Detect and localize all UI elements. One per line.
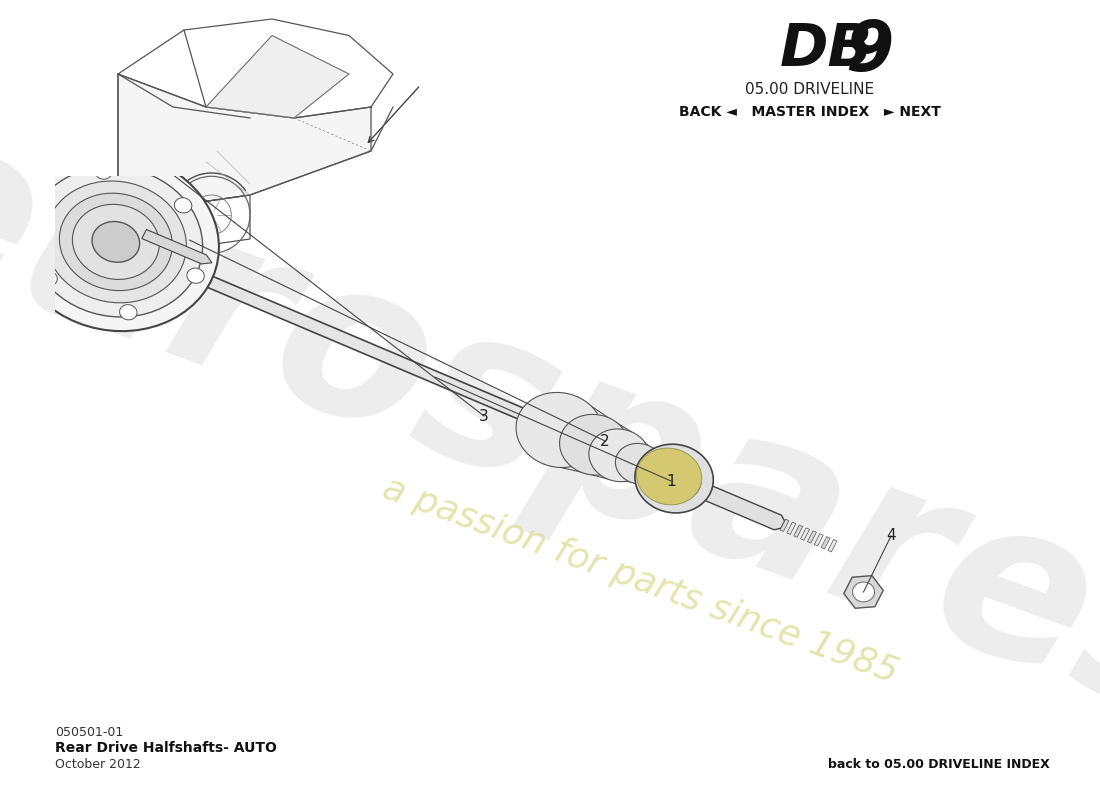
Text: 050501-01: 050501-01 [55, 726, 123, 738]
Polygon shape [560, 414, 629, 475]
Polygon shape [844, 576, 883, 608]
Polygon shape [607, 432, 649, 482]
Polygon shape [588, 429, 650, 482]
Polygon shape [153, 254, 562, 435]
Polygon shape [638, 454, 676, 489]
Text: 4: 4 [887, 529, 895, 543]
Text: 1: 1 [667, 474, 675, 489]
Polygon shape [821, 537, 830, 549]
Polygon shape [95, 164, 112, 179]
Text: 9: 9 [845, 18, 893, 86]
Polygon shape [581, 418, 631, 479]
Polygon shape [801, 528, 810, 540]
Polygon shape [92, 222, 140, 262]
Polygon shape [637, 448, 702, 505]
Polygon shape [118, 74, 371, 206]
Polygon shape [794, 525, 803, 538]
Text: 05.00 DRIVELINE: 05.00 DRIVELINE [746, 82, 874, 98]
Text: a passion for parts since 1985: a passion for parts since 1985 [377, 470, 902, 690]
Polygon shape [28, 201, 45, 216]
Text: BACK ◄   MASTER INDEX   ► NEXT: BACK ◄ MASTER INDEX ► NEXT [679, 105, 940, 119]
Polygon shape [59, 193, 173, 290]
Polygon shape [175, 198, 191, 213]
Polygon shape [635, 444, 713, 513]
Polygon shape [29, 166, 202, 317]
Polygon shape [516, 393, 603, 467]
Polygon shape [142, 230, 212, 264]
Polygon shape [828, 539, 837, 552]
Text: 2: 2 [601, 434, 609, 449]
Polygon shape [852, 582, 874, 602]
Text: 3: 3 [480, 409, 488, 423]
Polygon shape [647, 455, 701, 502]
Polygon shape [630, 446, 666, 486]
Text: back to 05.00 DRIVELINE INDEX: back to 05.00 DRIVELINE INDEX [828, 758, 1050, 770]
Polygon shape [13, 153, 219, 331]
Polygon shape [120, 305, 138, 320]
Polygon shape [45, 181, 186, 302]
Text: DB: DB [780, 22, 873, 78]
Text: Rear Drive Halfshafts- AUTO: Rear Drive Halfshafts- AUTO [55, 741, 277, 755]
Polygon shape [206, 35, 349, 118]
Polygon shape [615, 443, 663, 484]
Text: October 2012: October 2012 [55, 758, 141, 770]
Polygon shape [786, 522, 795, 534]
Polygon shape [704, 486, 784, 530]
Polygon shape [814, 534, 823, 546]
Polygon shape [73, 204, 160, 279]
Polygon shape [780, 519, 789, 531]
Polygon shape [807, 531, 816, 543]
Polygon shape [187, 268, 205, 283]
Polygon shape [40, 271, 57, 286]
Polygon shape [542, 397, 608, 472]
Text: eurospares: eurospares [0, 89, 1100, 771]
